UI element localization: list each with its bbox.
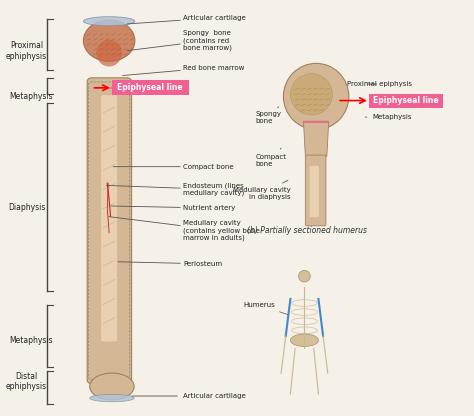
Text: Proximal
ephiphysis: Proximal ephiphysis bbox=[6, 41, 47, 61]
Text: Compact
bone: Compact bone bbox=[255, 148, 286, 167]
Text: Spongy  bone
(contains red
bone marrow): Spongy bone (contains red bone marrow) bbox=[128, 30, 232, 51]
Text: Spongy
bone: Spongy bone bbox=[255, 107, 282, 124]
Text: Distal
ephiphysis: Distal ephiphysis bbox=[6, 372, 47, 391]
Text: (b) Partially sectioned humerus: (b) Partially sectioned humerus bbox=[247, 226, 367, 235]
Text: Humerus: Humerus bbox=[244, 302, 288, 314]
Ellipse shape bbox=[291, 74, 332, 115]
Text: Metaphysis: Metaphysis bbox=[9, 92, 53, 101]
Text: Articular cartilage: Articular cartilage bbox=[128, 15, 246, 24]
FancyBboxPatch shape bbox=[369, 94, 443, 108]
Text: Compact bone: Compact bone bbox=[113, 163, 234, 170]
Text: Diaphysis: Diaphysis bbox=[8, 203, 45, 213]
Ellipse shape bbox=[83, 20, 135, 61]
Text: Nutrient artery: Nutrient artery bbox=[111, 205, 235, 211]
Ellipse shape bbox=[90, 394, 134, 402]
FancyBboxPatch shape bbox=[87, 78, 132, 384]
Ellipse shape bbox=[299, 270, 310, 282]
Text: Metaphysis: Metaphysis bbox=[9, 336, 53, 345]
Bar bbox=[93, 87, 128, 89]
Ellipse shape bbox=[283, 63, 349, 129]
Text: Articular cartilage: Articular cartilage bbox=[132, 393, 246, 399]
Text: Proximal epiphysis: Proximal epiphysis bbox=[347, 81, 412, 87]
Text: Periosteum: Periosteum bbox=[118, 261, 222, 267]
Ellipse shape bbox=[83, 17, 135, 26]
FancyBboxPatch shape bbox=[112, 80, 189, 95]
Text: Red bone marrow: Red bone marrow bbox=[123, 64, 244, 76]
Text: Metaphysis: Metaphysis bbox=[365, 114, 412, 120]
FancyBboxPatch shape bbox=[310, 166, 319, 217]
FancyBboxPatch shape bbox=[101, 95, 117, 342]
Text: Medullary cavity
in diaphysis: Medullary cavity in diaphysis bbox=[233, 180, 291, 200]
Text: Epiphyseal line: Epiphyseal line bbox=[373, 96, 439, 105]
Ellipse shape bbox=[90, 373, 134, 400]
Text: Epiphyseal line: Epiphyseal line bbox=[118, 83, 183, 92]
Polygon shape bbox=[303, 121, 328, 156]
Text: Endosteum (lines
medullary cavity): Endosteum (lines medullary cavity) bbox=[106, 182, 244, 196]
Ellipse shape bbox=[291, 334, 319, 347]
Ellipse shape bbox=[96, 40, 122, 67]
Text: Medullary cavity
(contains yellow bone
marrow in adults): Medullary cavity (contains yellow bone m… bbox=[109, 217, 260, 241]
FancyBboxPatch shape bbox=[305, 155, 326, 226]
Bar bbox=[303, 121, 329, 123]
